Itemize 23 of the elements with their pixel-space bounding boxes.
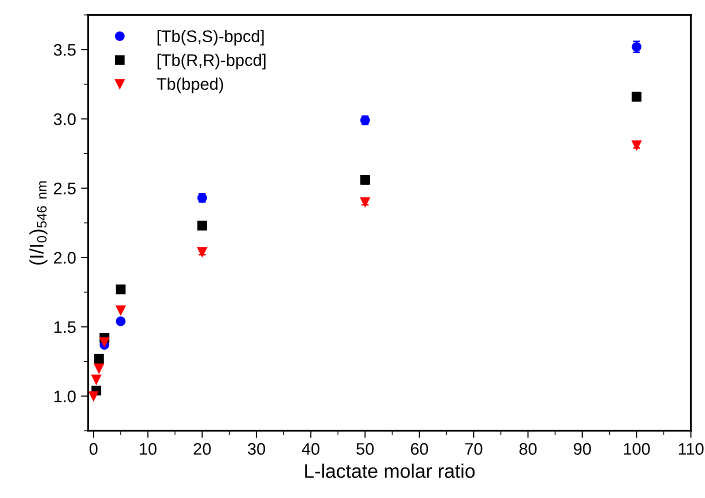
x-tick-label: 60 bbox=[410, 443, 428, 455]
y-tick-label: 2.0 bbox=[54, 252, 76, 264]
y-tick-label: 3.0 bbox=[54, 113, 76, 126]
y-tick-label: 3.5 bbox=[54, 44, 76, 56]
y-tick-label: 2.5 bbox=[54, 182, 76, 194]
legend-label: [Tb(R,R)-bpcd] bbox=[158, 54, 266, 70]
x-tick-label: 0 bbox=[90, 443, 98, 455]
y-tick-label: 1.5 bbox=[54, 321, 76, 334]
y-axis-title: (I/I$_{0}$)$_{546 nm}$ bbox=[29, 181, 48, 265]
legend-label: [Tb(S,S)-bpcd] bbox=[158, 30, 264, 46]
x-tick-label: 30 bbox=[248, 443, 266, 455]
x-tick-label: 40 bbox=[302, 443, 320, 455]
x-tick-label: 80 bbox=[519, 443, 537, 455]
y-tick-label: 1.0 bbox=[54, 390, 76, 402]
legend-label: Tb(bped) bbox=[156, 78, 224, 94]
x-axis-title: L-lactate molar ratio bbox=[305, 464, 475, 478]
x-tick-label: 90 bbox=[574, 443, 591, 455]
x-tick-label: 100 bbox=[624, 443, 650, 455]
x-tick-label: 110 bbox=[678, 443, 704, 455]
x-tick-label: 70 bbox=[465, 443, 482, 455]
x-tick-label: 10 bbox=[140, 443, 156, 455]
x-tick-label: 20 bbox=[194, 443, 211, 455]
x-tick-label: 50 bbox=[356, 443, 374, 455]
